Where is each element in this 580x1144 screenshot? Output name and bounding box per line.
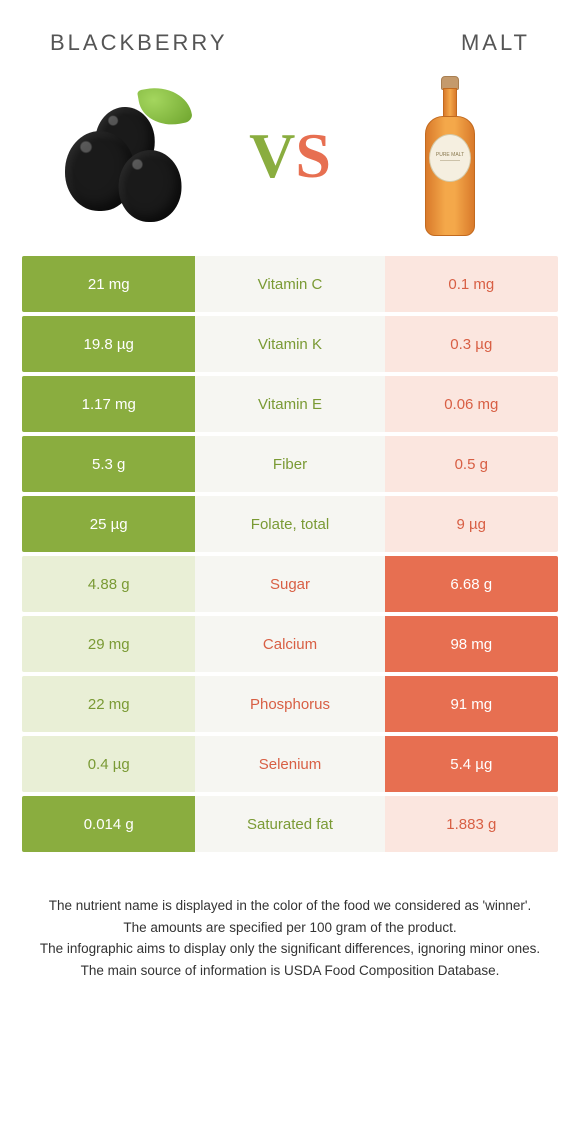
right-value-cell: 0.3 µg	[385, 316, 558, 372]
right-value-cell: 5.4 µg	[385, 736, 558, 792]
left-value: 4.88 g	[88, 576, 130, 593]
left-value-cell: 29 mg	[22, 616, 195, 672]
right-value: 9 µg	[457, 516, 487, 533]
nutrient-name: Fiber	[273, 456, 307, 473]
right-value: 0.5 g	[455, 456, 488, 473]
footer-line: The main source of information is USDA F…	[30, 961, 550, 981]
left-value-cell: 4.88 g	[22, 556, 195, 612]
table-row: 25 µg Folate, total 9 µg	[22, 496, 558, 552]
left-value: 22 mg	[88, 696, 130, 713]
nutrient-name-cell: Phosphorus	[195, 676, 384, 732]
blackberry-image	[50, 76, 210, 236]
nutrient-name: Vitamin C	[258, 276, 323, 293]
right-value-cell: 91 mg	[385, 676, 558, 732]
malt-image: PURE MALT ————	[370, 76, 530, 236]
nutrient-name-cell: Vitamin K	[195, 316, 384, 372]
left-value: 25 µg	[90, 516, 128, 533]
left-value-cell: 5.3 g	[22, 436, 195, 492]
right-value-cell: 0.06 mg	[385, 376, 558, 432]
left-value: 0.014 g	[84, 816, 134, 833]
right-value: 0.3 µg	[450, 336, 492, 353]
nutrient-name-cell: Fiber	[195, 436, 384, 492]
table-row: 1.17 mg Vitamin E 0.06 mg	[22, 376, 558, 432]
nutrient-name: Selenium	[259, 756, 322, 773]
nutrient-name: Vitamin K	[258, 336, 322, 353]
nutrient-name: Phosphorus	[250, 696, 330, 713]
left-value-cell: 22 mg	[22, 676, 195, 732]
right-value: 1.883 g	[446, 816, 496, 833]
right-value: 91 mg	[450, 696, 492, 713]
header: BLACKBERRY MALT	[0, 0, 580, 66]
vs-label: VS	[249, 119, 331, 193]
vs-v: V	[249, 120, 295, 191]
right-value: 98 mg	[450, 636, 492, 653]
left-value-cell: 25 µg	[22, 496, 195, 552]
left-value-cell: 0.4 µg	[22, 736, 195, 792]
left-value-cell: 1.17 mg	[22, 376, 195, 432]
footer-notes: The nutrient name is displayed in the co…	[0, 856, 580, 980]
table-row: 22 mg Phosphorus 91 mg	[22, 676, 558, 732]
right-value: 5.4 µg	[450, 756, 492, 773]
right-value-cell: 9 µg	[385, 496, 558, 552]
left-value: 0.4 µg	[88, 756, 130, 773]
comparison-table: 21 mg Vitamin C 0.1 mg 19.8 µg Vitamin K 0.3 …	[0, 256, 580, 852]
right-value-cell: 0.5 g	[385, 436, 558, 492]
right-value: 0.1 mg	[448, 276, 494, 293]
table-row: 5.3 g Fiber 0.5 g	[22, 436, 558, 492]
left-value: 21 mg	[88, 276, 130, 293]
left-food-title: BLACKBERRY	[50, 30, 228, 56]
right-value-cell: 6.68 g	[385, 556, 558, 612]
left-value-cell: 21 mg	[22, 256, 195, 312]
left-value: 29 mg	[88, 636, 130, 653]
right-food-title: MALT	[461, 30, 530, 56]
table-row: 0.014 g Saturated fat 1.883 g	[22, 796, 558, 852]
nutrient-name-cell: Selenium	[195, 736, 384, 792]
nutrient-name: Folate, total	[251, 516, 329, 533]
nutrient-name: Calcium	[263, 636, 317, 653]
nutrient-name-cell: Saturated fat	[195, 796, 384, 852]
table-row: 0.4 µg Selenium 5.4 µg	[22, 736, 558, 792]
nutrient-name: Vitamin E	[258, 396, 322, 413]
table-row: 29 mg Calcium 98 mg	[22, 616, 558, 672]
footer-line: The nutrient name is displayed in the co…	[30, 896, 550, 916]
hero-row: VS PURE MALT ————	[0, 66, 580, 256]
nutrient-name: Sugar	[270, 576, 310, 593]
left-value-cell: 19.8 µg	[22, 316, 195, 372]
nutrient-name-cell: Vitamin C	[195, 256, 384, 312]
nutrient-name-cell: Sugar	[195, 556, 384, 612]
left-value-cell: 0.014 g	[22, 796, 195, 852]
table-row: 21 mg Vitamin C 0.1 mg	[22, 256, 558, 312]
nutrient-name-cell: Vitamin E	[195, 376, 384, 432]
nutrient-name: Saturated fat	[247, 816, 333, 833]
vs-s: S	[295, 120, 331, 191]
bottle-label-line2: ————	[440, 158, 460, 164]
footer-line: The amounts are specified per 100 gram o…	[30, 918, 550, 938]
left-value: 19.8 µg	[84, 336, 134, 353]
right-value-cell: 98 mg	[385, 616, 558, 672]
right-value-cell: 1.883 g	[385, 796, 558, 852]
table-row: 4.88 g Sugar 6.68 g	[22, 556, 558, 612]
footer-line: The infographic aims to display only the…	[30, 939, 550, 959]
right-value: 6.68 g	[450, 576, 492, 593]
table-row: 19.8 µg Vitamin K 0.3 µg	[22, 316, 558, 372]
left-value: 5.3 g	[92, 456, 125, 473]
right-value-cell: 0.1 mg	[385, 256, 558, 312]
nutrient-name-cell: Folate, total	[195, 496, 384, 552]
left-value: 1.17 mg	[82, 396, 136, 413]
nutrient-name-cell: Calcium	[195, 616, 384, 672]
right-value: 0.06 mg	[444, 396, 498, 413]
